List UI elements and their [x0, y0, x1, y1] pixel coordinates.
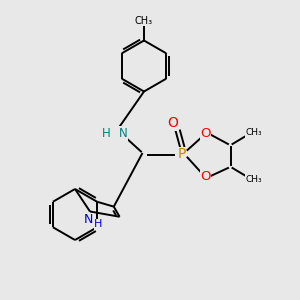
Text: H: H [94, 219, 103, 229]
Text: N: N [84, 213, 93, 226]
Text: CH₃: CH₃ [245, 128, 262, 137]
Text: P: P [177, 148, 186, 161]
Text: O: O [200, 170, 211, 184]
Text: O: O [200, 127, 211, 140]
Text: N: N [118, 127, 127, 140]
Text: CH₃: CH₃ [135, 16, 153, 26]
Text: CH₃: CH₃ [245, 175, 262, 184]
Text: O: O [167, 116, 178, 130]
Text: H: H [102, 127, 111, 140]
